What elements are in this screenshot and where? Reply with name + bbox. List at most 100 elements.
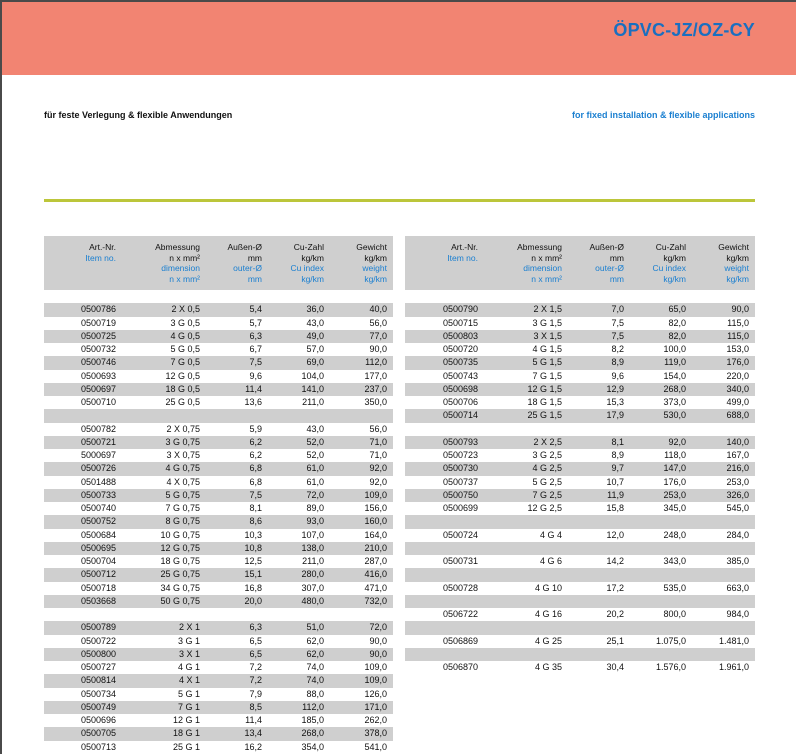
cell-weight: 284,0 — [726, 529, 749, 540]
column-header-outer-diameter: Außen-Ø mm outer-Ø mm — [590, 242, 625, 284]
cell-outer-diameter: 6,2 — [249, 450, 262, 460]
cell-item-no: 0500721 — [80, 436, 116, 447]
cell-dimension: 10 G 0,75 — [160, 529, 200, 540]
cell-weight: 471,0 — [364, 582, 387, 593]
table-row: 0500699 12 G 2,5 15,8 345,0 545,0 — [405, 502, 755, 515]
cell-item-no: 0500713 — [80, 741, 116, 752]
cell-cu-index: 280,0 — [301, 569, 324, 580]
header-label-en: dimension — [161, 263, 200, 273]
table-row: 0500720 4 G 1,5 8,2 100,0 153,0 — [405, 343, 755, 356]
cell-cu-index: 373,0 — [663, 397, 686, 407]
cell-cu-index: 530,0 — [663, 410, 686, 421]
header-banner: ÖPVC-JZ/OZ-CY — [2, 2, 796, 75]
cell-outer-diameter: 6,3 — [249, 622, 262, 633]
cell-item-no: 0500749 — [80, 701, 116, 712]
cell-cu-index: 74,0 — [306, 675, 324, 686]
cell-item-no: 0506870 — [442, 662, 478, 672]
cell-cu-index: 248,0 — [663, 529, 686, 540]
cell-weight: 499,0 — [726, 397, 749, 407]
cell-item-no: 0500803 — [442, 330, 478, 341]
cell-cu-index: 36,0 — [306, 304, 324, 315]
cell-dimension: 4 G 16 — [534, 609, 562, 619]
cell-dimension: 50 G 0,75 — [160, 595, 200, 606]
cell-cu-index: 354,0 — [301, 741, 324, 752]
cell-weight: 92,0 — [369, 476, 387, 487]
cell-outer-diameter: 9,6 — [249, 370, 262, 381]
cell-cu-index: 345,0 — [663, 503, 686, 513]
cell-dimension: 25 G 0,5 — [165, 397, 200, 407]
cell-item-no: 0500728 — [442, 582, 478, 593]
table-row: 0500737 5 G 2,5 10,7 176,0 253,0 — [405, 476, 755, 489]
cell-cu-index: 253,0 — [663, 489, 686, 500]
cell-outer-diameter: 11,4 — [245, 383, 262, 394]
table-row: 0500749 7 G 1 8,5 112,0 171,0 — [44, 700, 393, 714]
cell-item-no: 0500814 — [80, 675, 116, 686]
cell-dimension: 7 G 1,5 — [532, 370, 562, 381]
cell-cu-index: 49,0 — [306, 330, 324, 341]
cell-dimension: 4 G 1,5 — [532, 344, 562, 354]
table-row: 0500722 3 G 1 6,5 62,0 90,0 — [44, 635, 393, 648]
table-row: 0500695 12 G 0,75 10,8 138,0 210,0 — [44, 541, 393, 555]
cell-item-no: 0500684 — [80, 529, 116, 540]
cell-dimension: 5 G 1 — [177, 688, 200, 699]
cell-item-no: 0500740 — [80, 503, 116, 513]
cell-cu-index: 800,0 — [663, 609, 686, 619]
cell-item-no: 0500693 — [80, 370, 116, 381]
cell-weight: 385,0 — [726, 556, 749, 566]
cell-outer-diameter: 8,9 — [611, 357, 624, 368]
cell-dimension: 25 G 0,75 — [160, 569, 200, 580]
table-spacer-row — [405, 621, 755, 635]
header-label-en: n x mm² — [169, 273, 200, 284]
table-row: 0500704 18 G 0,75 12,5 211,0 287,0 — [44, 555, 393, 568]
column-header-item-no: Art.-Nr. Item no. — [85, 242, 116, 263]
table-row: 0500803 3 X 1,5 7,5 82,0 115,0 — [405, 329, 755, 343]
table-row: 0500793 2 X 2,5 8,1 92,0 140,0 — [405, 435, 755, 449]
cell-item-no: 0500786 — [80, 304, 116, 315]
header-label-en: outer-Ø — [233, 263, 262, 273]
column-header-weight: Gewicht kg/km weight kg/km — [718, 242, 749, 284]
cell-cu-index: 72,0 — [306, 489, 324, 500]
cell-weight: 167,0 — [726, 450, 749, 460]
cell-weight: 732,0 — [364, 595, 387, 606]
table-row: 0500725 4 G 0,5 6,3 49,0 77,0 — [44, 329, 393, 343]
cell-cu-index: 52,0 — [306, 436, 324, 447]
column-header-dimension: Abmessung n x mm² dimension n x mm² — [155, 242, 200, 284]
cell-weight: 140,0 — [726, 436, 749, 447]
table-row: 0500731 4 G 6 14,2 343,0 385,0 — [405, 555, 755, 568]
cell-cu-index: 93,0 — [306, 516, 324, 527]
cell-weight: 90,0 — [369, 635, 387, 646]
cell-weight: 287,0 — [364, 556, 387, 566]
cell-item-no: 0503668 — [80, 595, 116, 606]
cell-dimension: 4 G 10 — [534, 582, 562, 593]
cell-weight: 156,0 — [364, 503, 387, 513]
cell-item-no: 0500746 — [80, 357, 116, 368]
header-label-de: Gewicht — [718, 242, 749, 252]
table-row: 0500800 3 X 1 6,5 62,0 90,0 — [44, 647, 393, 661]
cell-cu-index: 268,0 — [301, 728, 324, 739]
column-header-item-no: Art.-Nr. Item no. — [447, 242, 478, 263]
cell-weight: 378,0 — [364, 728, 387, 739]
cell-weight: 177,0 — [364, 370, 387, 381]
cell-outer-diameter: 7,9 — [249, 688, 262, 699]
table-row: 0506869 4 G 25 25,1 1.075,0 1.481,0 — [405, 635, 755, 648]
cell-item-no: 0500715 — [442, 317, 478, 328]
cell-outer-diameter: 15,8 — [606, 503, 624, 513]
cell-weight: 340,0 — [726, 383, 749, 394]
cell-cu-index: 141,0 — [301, 383, 324, 394]
cell-item-no: 0500732 — [80, 344, 116, 354]
table-row: 0506722 4 G 16 20,2 800,0 984,0 — [405, 608, 755, 621]
cell-cu-index: 211,0 — [302, 556, 324, 566]
header-label-de: mm — [247, 252, 262, 263]
cell-cu-index: 118,0 — [664, 450, 686, 460]
cell-item-no: 0506722 — [442, 609, 478, 619]
header-label-de: Abmessung — [155, 242, 200, 252]
cell-item-no: 0500727 — [80, 662, 116, 672]
cell-weight: 92,0 — [369, 463, 387, 474]
cell-cu-index: 89,0 — [306, 503, 324, 513]
table-row: 0500714 25 G 1,5 17,9 530,0 688,0 — [405, 409, 755, 423]
header-label-en: outer-Ø — [595, 263, 624, 273]
cell-dimension: 8 G 0,75 — [165, 516, 200, 527]
cell-weight: 216,0 — [726, 463, 749, 474]
cell-item-no: 0500712 — [80, 569, 116, 580]
table-row: 0500752 8 G 0,75 8,6 93,0 160,0 — [44, 515, 393, 529]
